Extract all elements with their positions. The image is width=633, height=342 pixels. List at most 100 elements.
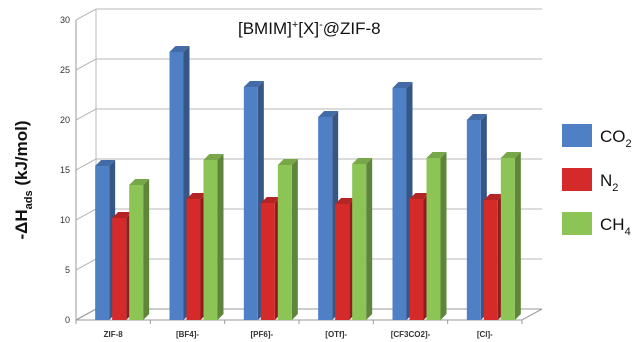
bar-top xyxy=(112,212,133,218)
bar xyxy=(203,154,224,320)
bar-front xyxy=(260,203,275,320)
legend-label-sub: 2 xyxy=(626,138,632,150)
bar-top xyxy=(129,179,150,185)
bar-top xyxy=(203,154,224,160)
x-tick-label: [CF3CO2]- xyxy=(391,330,431,339)
bar xyxy=(500,152,521,320)
bar xyxy=(426,152,447,320)
ylabel-sub: ads xyxy=(23,190,35,209)
bar-front xyxy=(203,160,218,320)
bar-front xyxy=(392,88,407,320)
bar-top xyxy=(392,82,413,88)
bar xyxy=(277,159,298,320)
title-sup1: + xyxy=(292,19,298,31)
gridline-side xyxy=(75,8,97,21)
bar-front xyxy=(335,204,350,320)
y-tick-label: 10 xyxy=(60,215,70,225)
legend-label: CH4 xyxy=(600,215,631,238)
bar-front xyxy=(466,120,481,320)
gridline-side xyxy=(75,158,97,171)
y-tick-label: 20 xyxy=(60,115,70,125)
x-tick-label: [BF4]- xyxy=(176,330,199,339)
legend-label-base: CO xyxy=(600,127,626,146)
bar-side xyxy=(440,152,447,320)
title-main: [BMIM] xyxy=(238,19,292,38)
bar-front xyxy=(352,164,367,320)
bar-side xyxy=(366,158,373,320)
bar-top xyxy=(426,152,447,158)
x-tick-label: ZIF-8 xyxy=(104,330,124,339)
ylabel-post: (kJ/mol) xyxy=(12,120,31,190)
bar-top xyxy=(466,114,487,120)
legend-label-sub: 4 xyxy=(625,226,631,238)
bar-front xyxy=(186,199,201,320)
x-tick-label: [PF6]- xyxy=(250,330,273,339)
bar-top xyxy=(318,111,339,117)
legend-swatch xyxy=(562,168,592,191)
y-tick-label: 0 xyxy=(65,315,70,325)
bar-top xyxy=(186,193,207,199)
chart-title: [BMIM]+[X]-@ZIF-8 xyxy=(238,19,381,38)
legend-item: CH4 xyxy=(562,212,631,238)
legend-label-base: CH xyxy=(600,215,625,234)
legend-label: N2 xyxy=(600,171,618,194)
bar-side xyxy=(291,159,298,320)
x-tick-label: [OTf]- xyxy=(325,330,347,339)
legend-swatch xyxy=(562,212,592,235)
legend-swatch xyxy=(562,124,592,147)
y-axis-label: -ΔHads (kJ/mol) xyxy=(12,120,35,239)
bar-front xyxy=(500,158,515,320)
legend-item: N2 xyxy=(562,168,618,194)
bar xyxy=(243,81,264,320)
bar-side xyxy=(514,152,521,320)
bar-front xyxy=(112,218,127,320)
bar-top xyxy=(260,197,281,203)
bar-front xyxy=(409,199,424,320)
bar-top xyxy=(243,81,264,87)
legend-label-sub: 2 xyxy=(612,182,618,194)
legend-item: CO2 xyxy=(562,124,632,150)
bar-front xyxy=(483,200,498,320)
bar-top xyxy=(500,152,521,158)
title-mid: [X] xyxy=(298,19,319,38)
bar-top xyxy=(352,158,373,164)
tick-labels: 0 5 10 15 20 25 30 xyxy=(60,15,70,325)
bar-top xyxy=(169,46,190,52)
gridline-side xyxy=(75,208,97,221)
y-tick-label: 5 xyxy=(65,265,70,275)
legend-label-base: N xyxy=(600,171,612,190)
bar-front xyxy=(318,117,333,320)
bar-front xyxy=(95,166,110,320)
title-sup2: - xyxy=(319,19,323,31)
bar-side xyxy=(143,179,150,320)
bar-front xyxy=(277,165,292,320)
bar-front xyxy=(426,158,441,320)
bar-front xyxy=(129,185,144,320)
bar xyxy=(352,158,373,320)
bar-top xyxy=(483,194,504,200)
bars xyxy=(95,46,521,320)
category-labels: ZIF-8 [BF4]- [PF6]- [OTf]- [CF3CO2]- [Cl]- xyxy=(104,330,494,339)
legend-label: CO2 xyxy=(600,127,632,150)
gridline-side xyxy=(75,58,97,71)
title-tail: @ZIF-8 xyxy=(323,19,381,38)
ylabel-pre: -ΔH xyxy=(12,209,31,239)
bar xyxy=(129,179,150,320)
y-tick-label: 25 xyxy=(60,65,70,75)
bar-side xyxy=(217,154,224,320)
bar-front xyxy=(243,87,258,320)
x-tick-label: [Cl]- xyxy=(477,330,493,339)
y-tick-label: 15 xyxy=(60,165,70,175)
gridline-side xyxy=(75,258,97,271)
bar-top xyxy=(277,159,298,165)
y-tick-label: 30 xyxy=(60,15,70,25)
bar-top xyxy=(95,160,116,166)
bar-top xyxy=(409,193,430,199)
bar-front xyxy=(169,52,184,320)
axes xyxy=(75,9,543,324)
bar-top xyxy=(335,198,356,204)
bar xyxy=(169,46,190,320)
gridline-side xyxy=(75,108,97,121)
